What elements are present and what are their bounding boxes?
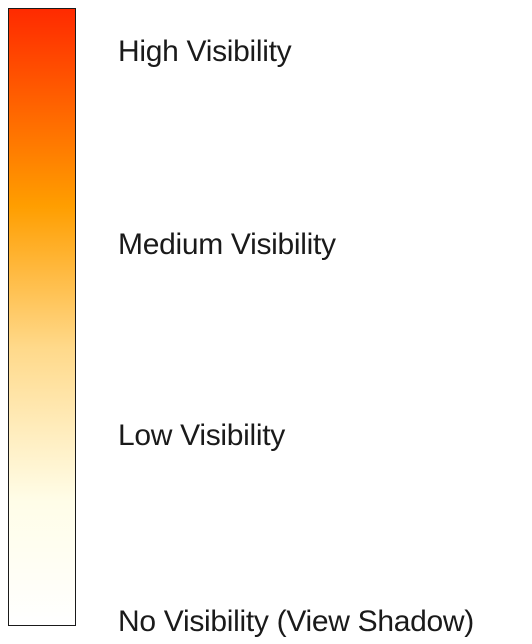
legend-label-none: No Visibility (View Shadow) (118, 605, 474, 638)
legend-label-medium: Medium Visibility (118, 228, 336, 261)
legend-label-high: High Visibility (118, 35, 292, 68)
legend-label-low: Low Visibility (118, 419, 285, 452)
visibility-gradient-bar (8, 8, 76, 626)
